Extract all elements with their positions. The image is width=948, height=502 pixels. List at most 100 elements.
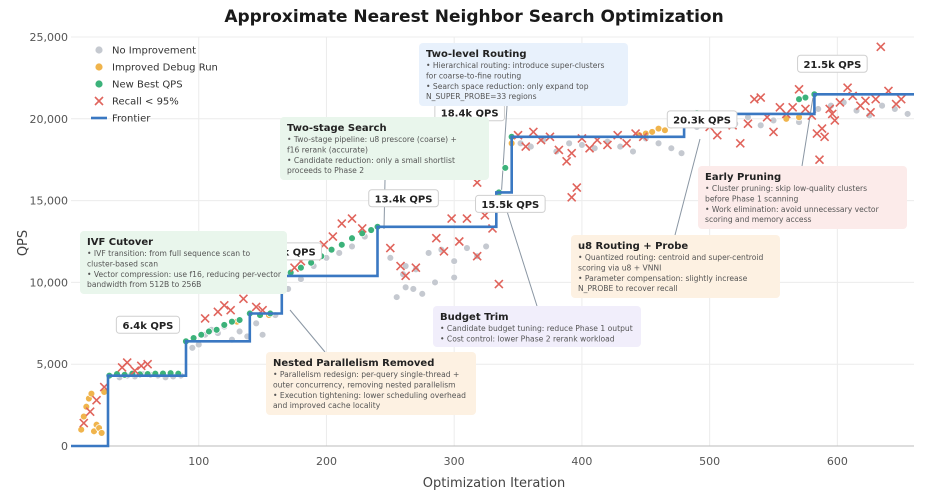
point-no-improvement (629, 147, 637, 156)
annotation-line: bandwidth from 512B to 256B (87, 280, 201, 289)
point-new-best-qps (220, 321, 229, 329)
point-no-improvement (516, 139, 525, 148)
annotation-box (280, 117, 489, 180)
annotation-line: • Cluster pruning: skip low-quality clus… (705, 184, 867, 193)
annotation-line: for coarse-to-fine routing (426, 71, 521, 80)
annotation-title: Budget Trim (440, 312, 509, 323)
point-recall-95 (521, 142, 531, 152)
point-no-improvement (903, 110, 912, 118)
annotation-line: • Two-stage pipeline: u8 prescore (coars… (287, 135, 457, 144)
y-axis-label: QPS (16, 230, 31, 256)
point-recall-95 (528, 127, 538, 137)
y-tick-label: 10,000 (30, 276, 69, 289)
legend-item-frontier: Frontier (91, 114, 151, 125)
point-no-improvement (827, 101, 835, 110)
annotation-title: IVF Cutover (87, 237, 153, 248)
x-tick-label: 400 (571, 455, 592, 468)
annotation-line: • Work elimination: avoid unnecessary ve… (705, 205, 880, 214)
legend-item-no-improvement: No Improvement (95, 46, 196, 57)
point-recall-95 (554, 145, 564, 155)
annotation-title: Two-level Routing (426, 49, 527, 60)
annotation-line: • Parallelism redesign: per-query single… (273, 370, 459, 379)
point-new-best-qps (795, 95, 803, 103)
point-recall-95 (567, 192, 577, 202)
point-recall-95 (357, 223, 367, 233)
point-recall-95 (347, 214, 357, 224)
point-no-improvement (667, 144, 676, 152)
point-recall-95 (431, 233, 441, 243)
annotation-title: Early Pruning (705, 172, 781, 183)
point-no-improvement (401, 262, 410, 270)
qps-callout-label: 18.4k QPS (441, 108, 499, 119)
point-no-improvement (527, 142, 535, 151)
annotation-line: proceeds to Phase 2 (287, 166, 364, 175)
annotation-line: • Candidate budget tuning: reduce Phase … (440, 324, 633, 333)
point-no-improvement (450, 257, 458, 265)
point-recall-95 (585, 143, 595, 153)
point-no-improvement (463, 244, 471, 252)
annotation-line: • Vector compression: use f16, reducing … (87, 270, 282, 279)
annotation-title: u8 Routing + Probe (578, 241, 688, 252)
point-no-improvement (814, 105, 822, 113)
point-recall-95 (843, 83, 853, 93)
point-new-best-qps (338, 241, 346, 249)
point-no-improvement (401, 283, 410, 292)
point-recall-95 (567, 148, 577, 158)
point-recall-95 (814, 155, 825, 165)
x-tick-label: 200 (316, 455, 337, 468)
annotation-line: outer concurrency, removing nested paral… (273, 380, 456, 389)
annotation-box (698, 166, 907, 229)
annotations: IVF Cutover• IVF transition: from full s… (80, 43, 907, 415)
annotation-line: f16 rerank (accurate) (287, 145, 368, 154)
point-recall-95 (130, 366, 140, 376)
point-improved-debug-run (77, 425, 85, 434)
annotation-box (571, 235, 780, 298)
legend-item-recall-95: Recall < 95% (94, 96, 179, 108)
point-recall-95 (794, 84, 804, 94)
point-no-improvement (188, 344, 197, 352)
y-tick-label: 5,000 (37, 358, 69, 371)
point-recall-95 (871, 94, 881, 104)
annotation-leaders (289, 90, 815, 353)
point-recall-95 (712, 130, 722, 140)
legend-marker (95, 63, 103, 71)
point-no-improvement (335, 249, 343, 257)
point-no-improvement (386, 254, 395, 262)
qps-callout-box (475, 194, 546, 213)
y-tick-label: 0 (61, 440, 68, 453)
annotation-ivf-cutover: IVF Cutover• IVF transition: from full s… (80, 231, 287, 294)
point-recall-95 (735, 138, 745, 148)
point-improved-debug-run (648, 128, 656, 136)
qps-callout-box (797, 54, 868, 73)
x-axis-label: Optimization Iteration (423, 476, 565, 491)
point-recall-95 (622, 138, 632, 148)
point-recall-95 (768, 127, 779, 137)
point-no-improvement (348, 242, 356, 251)
point-new-best-qps (212, 326, 221, 334)
point-no-improvement (418, 290, 427, 298)
y-tick-label: 25,000 (30, 31, 69, 44)
legend-marker (95, 80, 103, 88)
point-recall-95 (820, 132, 830, 142)
annotation-box (266, 352, 476, 415)
legend: No Improvement Improved Debug Run New Best… (91, 46, 218, 125)
x-tick-label: 600 (827, 455, 848, 468)
y-tick-label: 15,000 (30, 195, 69, 208)
point-recall-95 (251, 302, 261, 312)
axes: 0 5,000 10,000 15,000 20,000 25,000 100 200 300 4… (30, 31, 914, 468)
annotation-line: • Candidate reduction: only a small shor… (287, 156, 455, 165)
qps-callout-label: 20.3k QPS (673, 115, 731, 126)
point-no-improvement (654, 139, 663, 148)
annotation-line: scoring via u8 + VNNI (578, 263, 661, 272)
annotation-line: before Phase 1 scanning (705, 194, 799, 203)
point-new-best-qps (235, 316, 244, 324)
legend-item-new-best-qps: New Best QPS (95, 80, 183, 91)
point-recall-95 (91, 395, 102, 405)
point-recall-95 (830, 115, 840, 126)
point-no-improvement (756, 121, 765, 130)
legend-marker (94, 96, 104, 106)
point-recall-95 (395, 261, 406, 271)
annotation-line: N_SUPER_PROBE=33 regions (426, 92, 537, 101)
point-recall-95 (494, 279, 504, 289)
